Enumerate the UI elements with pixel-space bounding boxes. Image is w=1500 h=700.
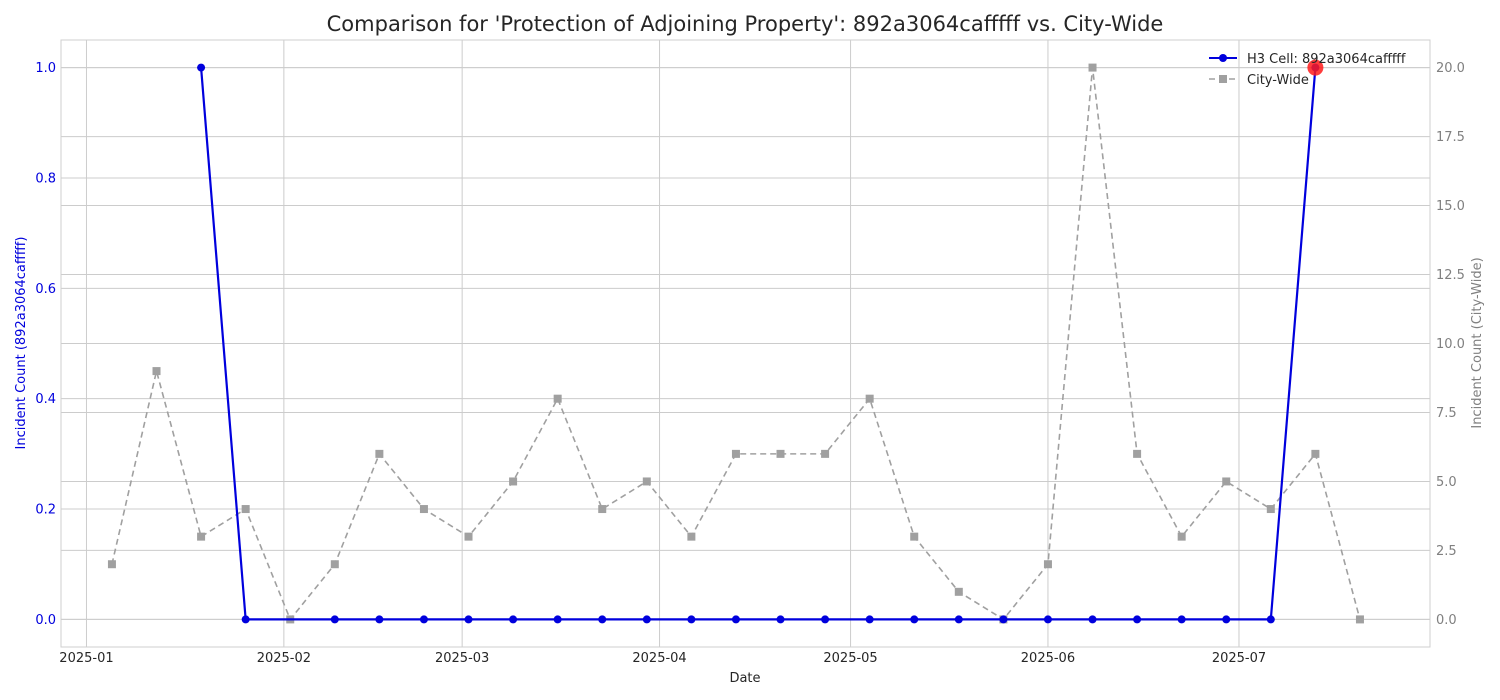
legend-marker-h3 (1219, 54, 1227, 62)
h3-cell-point (999, 615, 1008, 624)
y-right-tick-label: 15.0 (1436, 199, 1465, 214)
h3-cell-point (865, 615, 874, 624)
h3-cell-point (241, 615, 250, 624)
city-wide-point (152, 367, 161, 376)
city-wide-point (910, 532, 919, 541)
y-right-tick-label: 5.0 (1436, 475, 1457, 490)
city-wide-point (776, 449, 785, 458)
city-wide-point (1177, 532, 1186, 541)
city-wide-point (1311, 449, 1320, 458)
y-axis-right-label: Incident Count (City-Wide) (1470, 257, 1485, 428)
city-wide-point (598, 505, 607, 514)
city-wide-point (687, 532, 696, 541)
city-wide-point (1133, 449, 1142, 458)
city-wide-point (197, 532, 206, 541)
city-wide-point (821, 449, 830, 458)
y-right-tick-label: 7.5 (1436, 406, 1457, 421)
h3-cell-point (464, 615, 473, 624)
highlight-point (1307, 59, 1324, 76)
city-wide-point (1222, 477, 1231, 486)
city-wide-point (1088, 63, 1097, 72)
h3-cell-point (731, 615, 740, 624)
legend-label-city: City-Wide (1247, 73, 1309, 88)
y-left-tick-label: 0.4 (35, 392, 56, 407)
x-axis-label: Date (729, 671, 760, 686)
ticks-group: 2025-01 2025-02 2025-03 2025-04 2025-05 2025-… (35, 61, 1465, 666)
x-tick-label: 2025-03 (435, 651, 489, 666)
x-tick-label: 2025-02 (257, 651, 311, 666)
city-wide-point (419, 505, 428, 514)
city-wide-point (509, 477, 518, 486)
city-wide-point (1355, 615, 1364, 624)
h3-cell-point (553, 615, 562, 624)
legend-label-h3: H3 Cell: 892a3064cafffff (1247, 52, 1406, 67)
h3-cell-point (509, 615, 518, 624)
legend-marker-city (1219, 75, 1227, 83)
series-group (107, 59, 1364, 624)
x-tick-label: 2025-04 (632, 651, 686, 666)
plot-frame (60, 39, 1431, 648)
city-wide-point (553, 394, 562, 403)
city-wide-point (107, 560, 116, 569)
h3-cell-point (1177, 615, 1186, 624)
h3-cell-point (1088, 615, 1097, 624)
chart-title: Comparison for 'Protection of Adjoining … (327, 12, 1164, 36)
h3-cell-point (776, 615, 785, 624)
city-wide-point (330, 560, 339, 569)
h3-cell-point (910, 615, 919, 624)
city-wide-point (375, 449, 384, 458)
h3-cell-point (330, 615, 339, 624)
y-right-tick-label: 10.0 (1436, 337, 1465, 352)
h3-cell-point (197, 63, 206, 72)
h3-cell-point (642, 615, 651, 624)
h3-cell-point (954, 615, 963, 624)
city-wide-point (1043, 560, 1052, 569)
h3-cell-point (1266, 615, 1275, 624)
y-right-tick-label: 0.0 (1436, 613, 1457, 628)
h3-cell-point (687, 615, 696, 624)
city-wide-point (1266, 505, 1275, 514)
city-wide-point (731, 449, 740, 458)
h3-cell-point (1222, 615, 1231, 624)
h3-cell-point (375, 615, 384, 624)
city-wide-point (241, 505, 250, 514)
y-axis-left-label: Incident Count (892a3064cafffff) (14, 237, 29, 450)
x-tick-label: 2025-05 (823, 651, 877, 666)
h3-cell-point (1043, 615, 1052, 624)
h3-cell-point (598, 615, 607, 624)
y-left-tick-label: 0.6 (35, 282, 56, 297)
x-tick-label: 2025-06 (1021, 651, 1075, 666)
y-right-tick-label: 20.0 (1436, 61, 1465, 76)
y-left-tick-label: 1.0 (35, 61, 56, 76)
city-wide-point (464, 532, 473, 541)
y-left-tick-label: 0.0 (35, 613, 56, 628)
y-right-tick-label: 12.5 (1436, 268, 1465, 283)
h3-cell-point (419, 615, 428, 624)
y-left-tick-label: 0.2 (35, 503, 56, 518)
y-right-tick-label: 17.5 (1436, 130, 1465, 145)
h3-cell-point (821, 615, 830, 624)
y-left-tick-label: 0.8 (35, 171, 56, 186)
x-tick-label: 2025-01 (59, 651, 113, 666)
h3-cell-point (1133, 615, 1142, 624)
y-right-tick-label: 2.5 (1436, 544, 1457, 559)
x-tick-label: 2025-07 (1212, 651, 1266, 666)
city-wide-point (642, 477, 651, 486)
city-wide-point (954, 587, 963, 596)
city-wide-point (865, 394, 874, 403)
legend: H3 Cell: 892a3064cafffff City-Wide (1209, 52, 1406, 88)
